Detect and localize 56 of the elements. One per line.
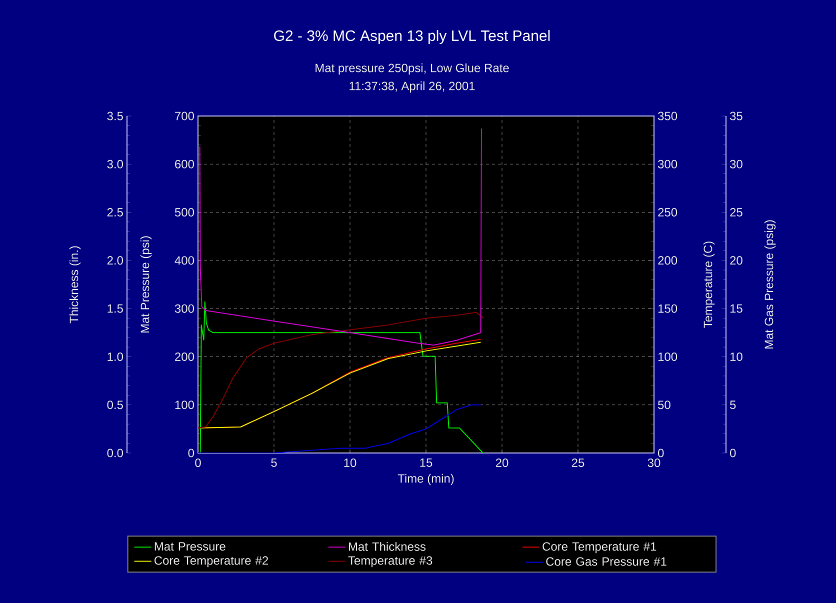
y2-tick-label: 250 (658, 208, 678, 217)
y-tick-label: 20 (730, 256, 742, 265)
x-tick-label: 0 (195, 458, 201, 468)
x-tick-label: 25 (572, 458, 584, 468)
line-series (199, 128, 482, 346)
y3-tick-label: 0.5 (107, 400, 123, 410)
y3-tick-label: 3.0 (107, 160, 124, 168)
y-tick-label: 5 (730, 400, 736, 410)
y2-axis-title: Temperature (C) (703, 242, 715, 328)
y2-tick-label: 300 (658, 160, 678, 168)
y-tick-label: 0 (188, 448, 194, 458)
x-tick-label: 15 (420, 458, 432, 467)
y3-tick-label: 2.0 (107, 256, 124, 265)
legend-label: Mat Thickness (348, 542, 426, 551)
line-series (198, 301, 484, 453)
y-tick-label: 400 (174, 256, 194, 265)
y2-tick-label: 50 (658, 400, 670, 410)
y2-tick-label: 350 (658, 112, 678, 120)
y-tick-label: 35 (730, 112, 742, 120)
y-tick-label: 15 (730, 304, 742, 313)
y3-tick-label: 3.5 (107, 112, 123, 120)
legend-label: Mat Pressure (154, 542, 226, 551)
y2-tick-label: 100 (658, 352, 678, 361)
y-axis-title: Mat Gas Pressure (psig) (764, 220, 776, 349)
x-tick-label: 20 (496, 458, 508, 468)
y-tick-label: 200 (175, 352, 194, 361)
legend-label: Core Gas Pressure #1 (546, 557, 666, 566)
y-tick-label: 30 (730, 160, 742, 168)
y-tick-label: 500 (174, 208, 194, 217)
chart-subtitle: Mat pressure 250psi, Low Glue Rate (316, 63, 509, 75)
y3-tick-label: 1.0 (108, 352, 124, 361)
y-tick-label: 10 (730, 352, 742, 361)
legend-label: Core Temperature #1 (542, 542, 656, 554)
x-tick-label: 30 (648, 458, 660, 468)
y-axis-title: Mat Pressure (psi) (140, 236, 152, 333)
y-tick-label: 0 (730, 448, 736, 458)
x-tick-label: 10 (344, 458, 356, 468)
y3-axis-title: Thickness (in.) (69, 246, 81, 324)
legend-label: Core Temperature #2 (154, 556, 268, 568)
chart-title: G2 - 3% MC Aspen 13 ply LVL Test Panel (274, 30, 550, 44)
x-tick-label: 5 (271, 458, 277, 467)
legend-label: Temperature #3 (348, 556, 432, 568)
y2-tick-label: 0 (658, 448, 664, 458)
y2-tick-label: 150 (658, 304, 678, 313)
x-axis-title: Time (min) (398, 474, 454, 486)
y3-tick-label: 0.0 (107, 448, 124, 458)
y-tick-label: 300 (174, 304, 194, 313)
text: 11:37:38, April 26, 2001 (350, 81, 475, 93)
y-tick-label: 700 (175, 112, 194, 120)
line-series (198, 404, 482, 453)
y-tick-label: 25 (730, 208, 742, 217)
y-tick-label: 100 (175, 400, 194, 410)
y2-tick-label: 200 (658, 256, 678, 265)
y3-tick-label: 2.5 (107, 208, 123, 217)
y-tick-label: 600 (175, 160, 194, 168)
y3-tick-label: 1.5 (108, 304, 123, 313)
